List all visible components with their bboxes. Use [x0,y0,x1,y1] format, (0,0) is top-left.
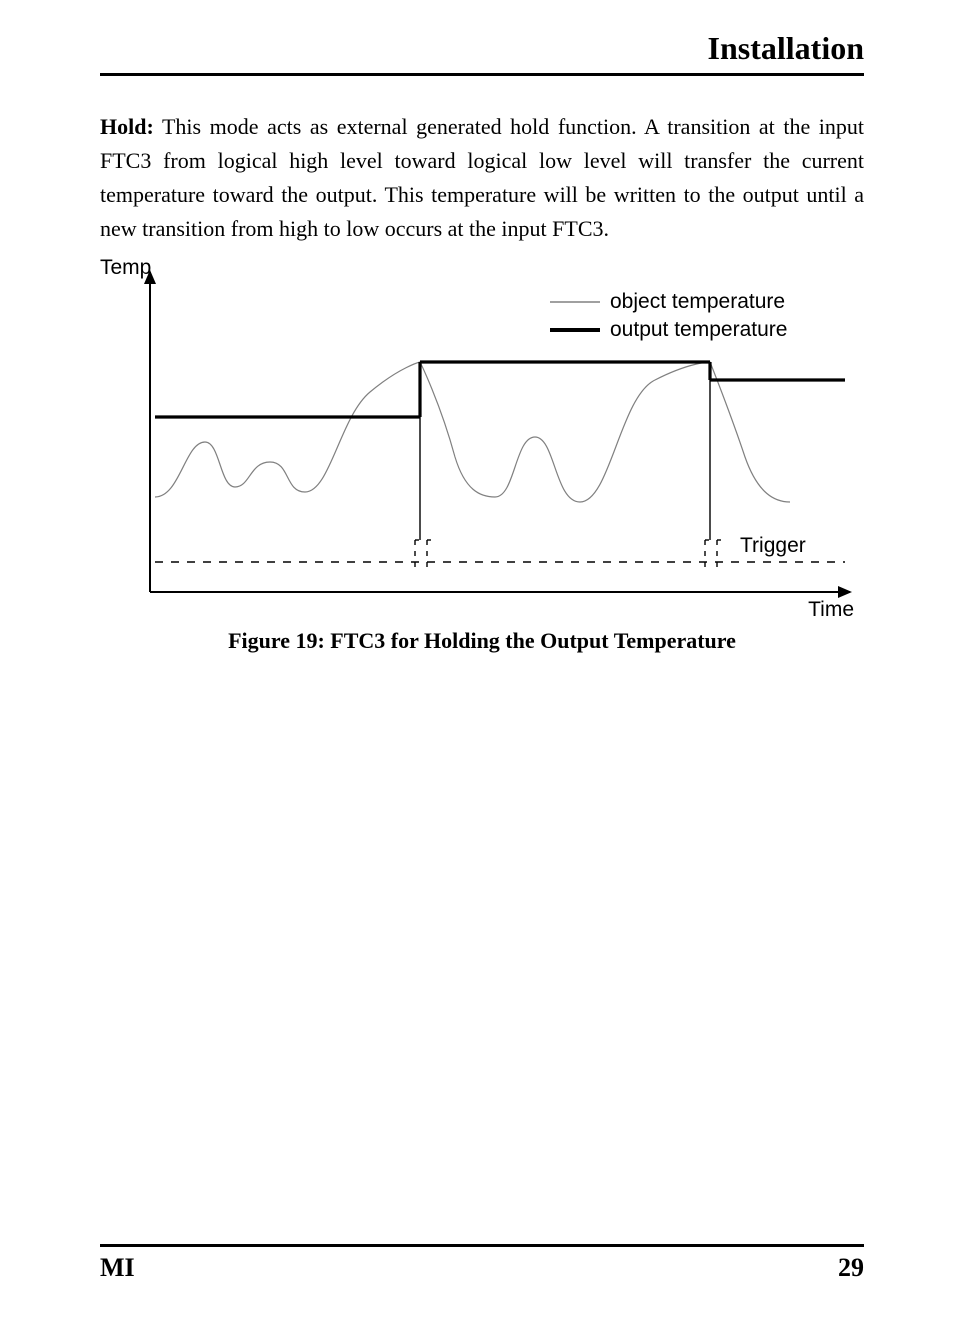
page-footer: MI 29 [100,1244,864,1283]
svg-text:Trigger: Trigger [740,534,806,557]
section-title: Installation [100,30,864,76]
paragraph-text: This mode acts as external generated hol… [100,114,864,241]
figure-container: Temp Triggerobject temperatureoutput tem… [100,262,864,654]
footer-right: 29 [838,1253,864,1283]
figure-caption: Figure 19: FTC3 for Holding the Output T… [100,628,864,654]
svg-text:output temperature: output temperature [610,318,787,341]
svg-text:object temperature: object temperature [610,290,785,313]
x-axis-label: Time [808,598,854,622]
footer-left: MI [100,1253,135,1283]
hold-chart: Trigger object temperature output temperat… [110,262,870,622]
paragraph-lead: Hold: [100,114,154,139]
y-axis-label: Temp [100,256,151,280]
body-paragraph: Hold: This mode acts as external generat… [100,110,864,246]
